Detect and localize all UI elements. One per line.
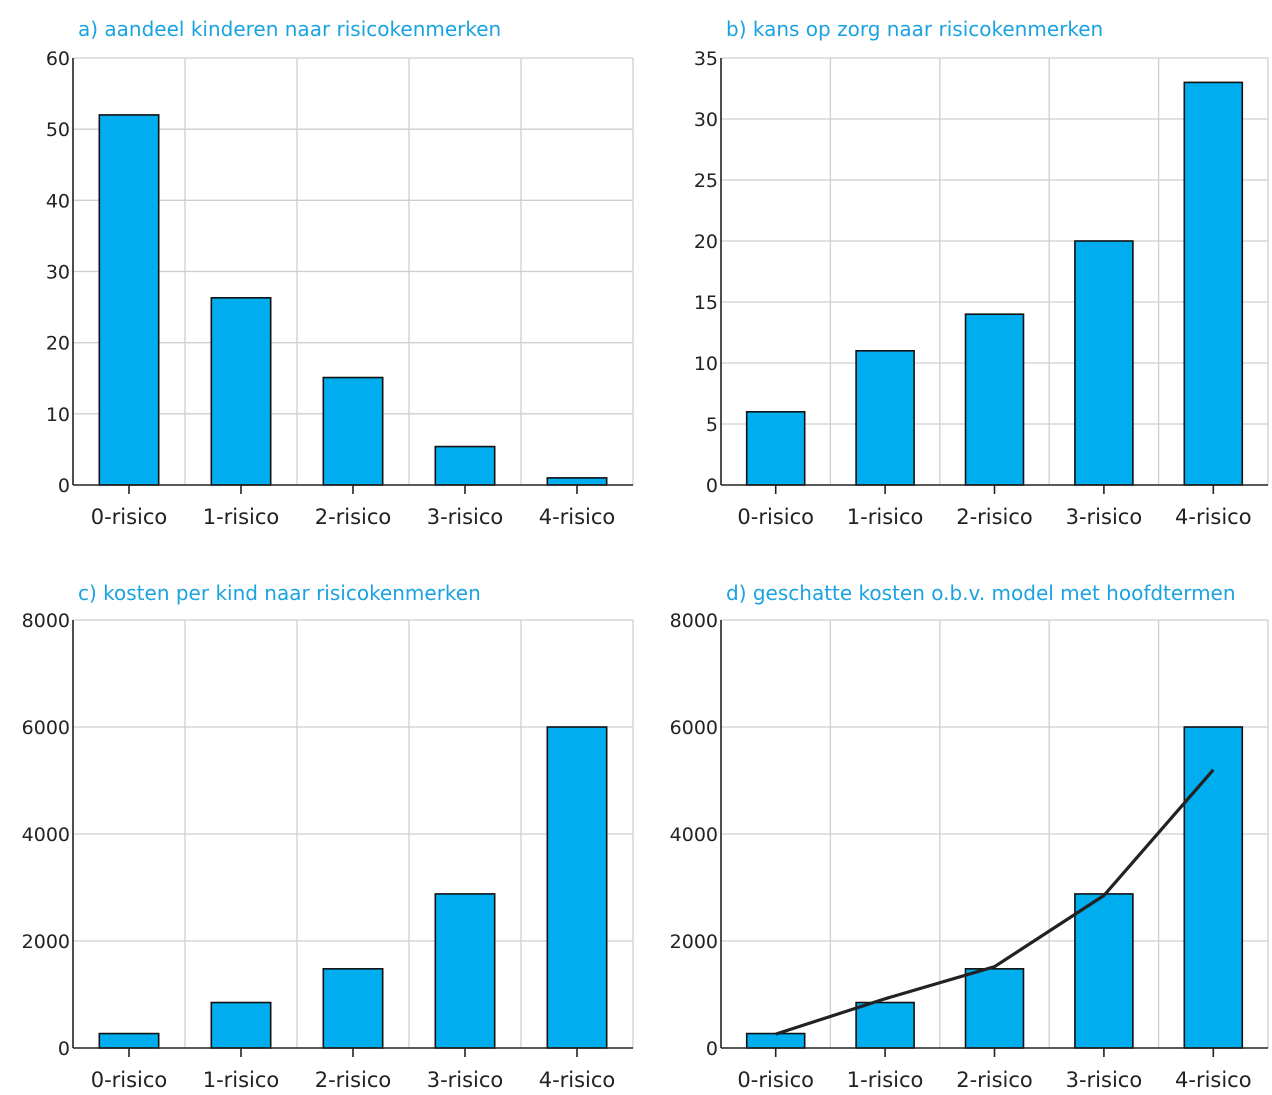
x-tick-label: 3-risico [1066,1068,1143,1092]
bar-0-risico[interactable] [98,114,160,486]
x-tick-label: 4-risico [1175,1068,1252,1092]
x-tick-label: 3-risico [427,505,504,529]
bar-3-risico[interactable] [1074,240,1134,486]
bar-0-risico[interactable] [745,1032,806,1049]
bar-4-risico[interactable] [1183,726,1244,1049]
y-tick-label: 60 [46,48,70,70]
y-tick-label: 5 [706,414,718,436]
bar-0-risico[interactable] [98,1032,160,1049]
bar-4-risico[interactable] [546,477,608,486]
y-tick-label: 0 [58,475,70,497]
bar-3-risico[interactable] [1074,893,1134,1049]
x-tick-label: 0-risico [737,505,814,529]
y-tick-label: 0 [706,1038,718,1060]
y-tick-label: 4000 [670,824,718,846]
y-tick-label: 50 [46,119,70,141]
chart-panel-2: c) kosten per kind naar risicokenmerken 0… [22,581,634,1092]
chart-title: a) aandeel kinderen naar risicokenmerken [78,17,501,41]
x-tick-label: 2-risico [315,1068,392,1092]
y-tick-label: 30 [694,109,718,131]
bar-2-risico[interactable] [322,968,384,1049]
chart-title: c) kosten per kind naar risicokenmerken [78,581,481,605]
bar-2-risico[interactable] [964,968,1025,1049]
bar-1-risico[interactable] [855,349,915,486]
y-tick-label: 4000 [22,824,70,846]
chart-title: b) kans op zorg naar risicokenmerken [726,17,1103,41]
bar-4-risico[interactable] [546,726,608,1049]
y-tick-label: 20 [694,231,718,253]
y-tick-label: 10 [694,353,718,375]
chart-title: d) geschatte kosten o.b.v. model met hoo… [726,581,1236,605]
y-tick-label: 8000 [22,610,70,632]
y-tick-label: 30 [46,262,70,284]
x-tick-label: 1-risico [203,505,280,529]
bar-3-risico[interactable] [434,445,496,486]
y-tick-label: 40 [46,190,70,212]
chart-panel-0: a) aandeel kinderen naar risicokenmerken… [46,17,634,529]
x-tick-label: 3-risico [427,1068,504,1092]
chart-panel-3: d) geschatte kosten o.b.v. model met hoo… [670,581,1269,1092]
x-tick-label: 1-risico [847,505,924,529]
y-tick-label: 10 [46,404,70,426]
x-tick-label: 2-risico [956,505,1033,529]
x-tick-label: 4-risico [539,505,616,529]
y-tick-label: 6000 [22,717,70,739]
x-tick-label: 4-risico [539,1068,616,1092]
x-tick-label: 0-risico [737,1068,814,1092]
x-tick-label: 4-risico [1175,505,1252,529]
y-tick-label: 0 [706,475,718,497]
x-tick-label: 2-risico [315,505,392,529]
y-tick-label: 20 [46,333,70,355]
model-estimate-line [775,768,1215,1036]
y-tick-label: 6000 [670,717,718,739]
y-tick-label: 15 [694,292,718,314]
y-tick-label: 0 [58,1038,70,1060]
bar-2-risico[interactable] [322,376,384,486]
bar-4-risico[interactable] [1183,81,1244,486]
bar-0-risico[interactable] [745,410,806,486]
bar-2-risico[interactable] [964,313,1025,486]
x-tick-label: 1-risico [847,1068,924,1092]
y-tick-label: 2000 [22,931,70,953]
y-tick-label: 35 [694,48,718,70]
x-tick-label: 2-risico [956,1068,1033,1092]
x-tick-label: 1-risico [203,1068,280,1092]
x-tick-label: 3-risico [1066,505,1143,529]
y-tick-label: 8000 [670,610,718,632]
bar-3-risico[interactable] [434,893,496,1049]
chart-panel-1: b) kans op zorg naar risicokenmerken 0 5 10… [694,17,1269,529]
y-tick-label: 2000 [670,931,718,953]
x-tick-label: 0-risico [91,505,168,529]
bar-1-risico[interactable] [855,1001,915,1049]
bar-1-risico[interactable] [210,297,272,486]
x-tick-label: 0-risico [91,1068,168,1092]
y-tick-label: 25 [694,170,718,192]
bar-1-risico[interactable] [210,1001,272,1049]
